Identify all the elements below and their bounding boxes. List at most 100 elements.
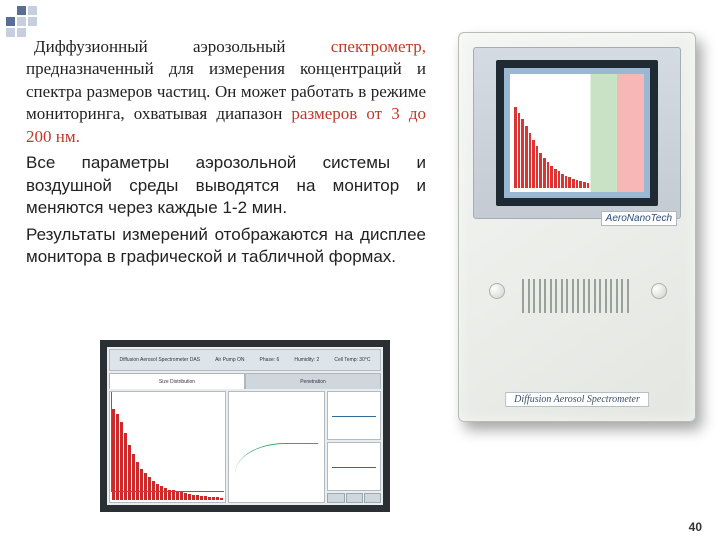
mini-bar <box>539 153 542 188</box>
mini-bar <box>547 162 550 188</box>
software-penetration-plot <box>228 391 325 503</box>
device-knob-right <box>651 283 667 299</box>
mini-bar <box>521 119 524 188</box>
software-button[interactable] <box>346 493 363 503</box>
mini-bar <box>561 174 564 188</box>
device-photo: AeroNanoTech Diffusion Aerosol Spectrome… <box>458 32 696 422</box>
histogram-bar <box>136 462 139 500</box>
paragraph-2: Все параметры аэрозольной системы и возд… <box>26 152 426 219</box>
software-screenshot: Diffusion Aerosol Spectrometer DAS Air Pu… <box>100 340 390 512</box>
software-button[interactable] <box>364 493 381 503</box>
mini-bar <box>543 158 546 188</box>
histogram-bar <box>116 414 119 500</box>
software-side-buttons <box>327 493 381 503</box>
histogram-bar <box>140 469 143 500</box>
mini-bar <box>572 179 575 188</box>
histogram-bar <box>188 494 191 500</box>
histogram-bar <box>220 498 223 500</box>
histogram-bar <box>212 497 215 500</box>
mini-bar <box>514 107 517 188</box>
software-header-field: Phase: 6 <box>260 357 280 363</box>
device-screen-chart <box>510 74 644 192</box>
grille-line <box>621 279 623 313</box>
mini-bar <box>579 181 582 188</box>
software-side-panels <box>327 391 381 503</box>
grille-line <box>550 279 552 313</box>
mini-bar <box>576 180 579 188</box>
software-header-field: Cell Temp: 30°C <box>334 357 370 363</box>
device-model-label: Diffusion Aerosol Spectrometer <box>505 392 649 407</box>
histogram-axis-x <box>111 491 224 492</box>
histogram-bar <box>164 488 167 500</box>
mini-bar <box>532 140 535 188</box>
histogram-bar <box>204 496 207 500</box>
software-small-plot-2 <box>327 442 381 491</box>
grille-line <box>539 279 541 313</box>
histogram-bar <box>144 473 147 500</box>
p1-a: Диффузионный аэрозольный <box>34 37 331 56</box>
page-number: 40 <box>689 520 702 534</box>
software-button[interactable] <box>327 493 344 503</box>
grille-line <box>594 279 596 313</box>
software-small-plot-1 <box>327 391 381 440</box>
grille-line <box>588 279 590 313</box>
grille-line <box>522 279 524 313</box>
mini-bar <box>583 182 586 188</box>
grille-line <box>577 279 579 313</box>
grille-line <box>572 279 574 313</box>
grille-line <box>566 279 568 313</box>
histogram-axis-y <box>111 392 112 492</box>
grille-line <box>528 279 530 313</box>
mini-bar <box>558 171 561 188</box>
software-tab[interactable]: Size Distribution <box>109 373 245 389</box>
histogram-bar <box>192 495 195 500</box>
grille-line <box>627 279 629 313</box>
software-header-field: Air Pump ON <box>215 357 244 363</box>
device-brand-label: AeroNanoTech <box>601 211 677 226</box>
mini-bar <box>587 183 590 188</box>
mini-bar <box>525 126 528 188</box>
histogram-bar <box>132 454 135 500</box>
software-header-field: Humidity: 2 <box>294 357 319 363</box>
grille-line <box>605 279 607 313</box>
mini-bar <box>554 169 557 188</box>
histogram-bar <box>180 492 183 500</box>
grille-line <box>555 279 557 313</box>
mini-bar <box>550 166 553 188</box>
histogram-bar <box>120 422 123 500</box>
p1-highlight-1: спектрометр, <box>331 37 426 56</box>
histogram-bar <box>124 433 127 500</box>
grille-line <box>616 279 618 313</box>
software-tab[interactable]: Penetration <box>245 373 381 389</box>
histogram-bar <box>184 493 187 500</box>
software-histogram <box>109 391 226 503</box>
histogram-bar <box>148 477 151 500</box>
mini-bar <box>568 177 571 188</box>
body-text: Диффузионный аэрозольный спектрометр, пр… <box>26 36 426 268</box>
histogram-bar <box>208 497 211 500</box>
mini-bar <box>529 133 532 188</box>
grille-line <box>599 279 601 313</box>
mini-bar <box>565 176 568 188</box>
mini-bar <box>518 113 521 188</box>
histogram-bar <box>196 495 199 500</box>
histogram-bar <box>176 491 179 500</box>
device-mini-bars <box>514 100 589 189</box>
histogram-bar <box>216 497 219 500</box>
device-vent-grille <box>522 279 632 313</box>
software-tabs: Size DistributionPenetration <box>109 373 381 389</box>
software-header-field: Diffusion Aerosol Spectrometer DAS <box>120 357 201 363</box>
histogram-bar <box>200 496 203 500</box>
grille-line <box>583 279 585 313</box>
histogram-bar <box>160 486 163 500</box>
device-screen-housing <box>473 47 681 219</box>
software-window: Diffusion Aerosol Spectrometer DAS Air Pu… <box>107 347 383 505</box>
device-knob-left <box>489 283 505 299</box>
grille-line <box>533 279 535 313</box>
mini-bar <box>536 146 539 188</box>
grille-line <box>610 279 612 313</box>
grille-line <box>544 279 546 313</box>
paragraph-3: Результаты измерений отображаются на дис… <box>26 224 426 269</box>
histogram-bar <box>112 409 115 500</box>
paragraph-1: Диффузионный аэрозольный спектрометр, пр… <box>26 36 426 148</box>
